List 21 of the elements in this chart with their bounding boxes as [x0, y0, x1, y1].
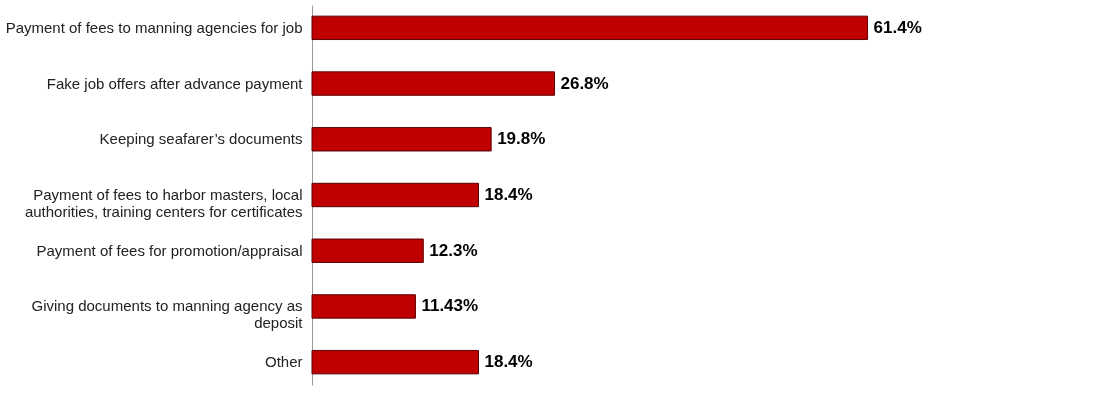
data-label: 11.43% [421, 296, 479, 316]
data-label: 18.4% [484, 352, 533, 372]
bar [311, 182, 479, 208]
bar [311, 294, 416, 319]
y-tick-label: Payment of fees to manning agencies for job [5, 18, 303, 36]
bar [311, 71, 555, 96]
bar [311, 238, 424, 263]
data-label: 18.4% [484, 185, 533, 204]
y-tick-label: Giving documents to manning agency as deposit [31, 297, 304, 332]
data-label: 12.3% [429, 240, 478, 260]
y-tick-label: Payment of fees for promotion/appraisal [36, 241, 303, 259]
y-tick-label: Payment of fees to harbor masters, local authorities, training centers for certificates [24, 186, 303, 220]
data-label: 19.8% [497, 129, 546, 149]
y-tick-label: Other [264, 353, 303, 371]
data-label: 26.8% [560, 73, 609, 93]
data-label: 61.4% [873, 17, 922, 37]
bar [311, 349, 479, 375]
bar [311, 15, 869, 41]
y-tick-label: Fake job offers after advance payment [46, 74, 304, 92]
y-tick-label: Keeping seafarer’s documents [99, 130, 303, 148]
bar [311, 127, 492, 152]
